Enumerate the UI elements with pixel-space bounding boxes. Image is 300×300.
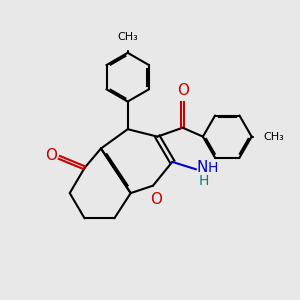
Text: O: O — [177, 83, 189, 98]
Text: O: O — [151, 192, 163, 207]
Text: CH₃: CH₃ — [117, 32, 138, 41]
Text: N: N — [197, 160, 208, 175]
Text: H: H — [208, 161, 218, 175]
Text: CH₃: CH₃ — [263, 132, 284, 142]
Text: H: H — [199, 174, 209, 188]
Text: O: O — [45, 148, 57, 164]
